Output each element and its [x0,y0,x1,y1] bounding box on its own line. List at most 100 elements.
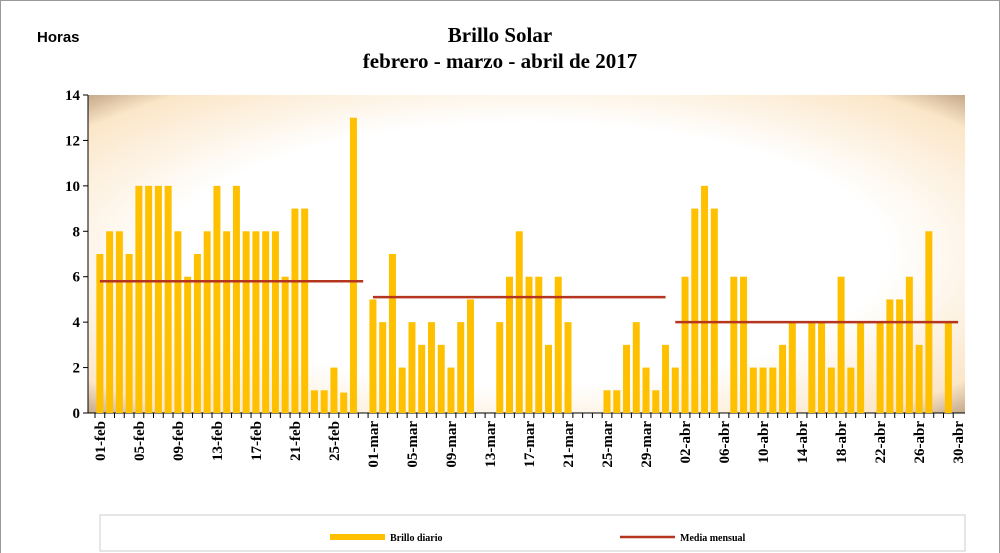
bar [857,322,865,413]
bar [145,185,153,413]
bar [408,322,416,413]
bar [418,344,426,413]
bar [818,322,826,413]
y-tick-label: 6 [73,270,81,286]
bar [154,185,162,413]
x-tick-label: 21-feb [288,421,304,461]
bar [671,367,679,413]
y-tick-label: 10 [65,179,80,195]
bar [262,231,270,413]
bar [681,276,689,413]
bar [232,185,240,413]
x-tick-label: 26-abr [912,421,928,464]
x-tick-label: 17-mar [522,421,538,468]
bar [896,299,904,413]
bar [759,367,767,413]
bar [554,276,562,413]
bar [457,322,465,413]
bar [193,254,201,413]
bar [837,276,845,413]
x-tick-label: 09-mar [444,421,460,468]
chart-subtitle: febrero - marzo - abril de 2017 [363,49,638,73]
bar [174,231,182,413]
bar [447,367,455,413]
bar [242,231,250,413]
bar [369,299,377,413]
bar [252,231,260,413]
bar [184,276,192,413]
legend-swatch [330,534,385,540]
bar [496,322,504,413]
x-tick-label: 13-feb [210,421,226,461]
bar [106,231,114,413]
x-tick-label: 13-mar [483,421,499,468]
bar [203,231,211,413]
x-tick-label: 18-abr [834,421,850,464]
y-tick-label: 12 [65,133,80,149]
bar [788,322,796,413]
bar [808,322,816,413]
bar [623,344,631,413]
bar [749,367,757,413]
bar [125,254,133,413]
x-tick-label: 02-abr [678,421,694,464]
bar [603,390,611,413]
bar [135,185,143,413]
bar [545,344,553,413]
chart-title: Brillo Solar [448,23,552,47]
legend-label: Media mensual [680,533,746,544]
bar [876,322,884,413]
y-tick-label: 2 [73,361,81,377]
bar [330,367,338,413]
bar [710,208,718,413]
bar [701,185,709,413]
y-tick-label: 14 [65,88,81,104]
bar [847,367,855,413]
bar [827,367,835,413]
bar [525,276,533,413]
y-tick-label: 8 [73,224,81,240]
bar [915,344,923,413]
x-tick-label: 01-mar [366,421,382,468]
bar [223,231,231,413]
x-tick-label: 01-feb [93,421,109,461]
bar [632,322,640,413]
bar [349,117,357,413]
x-tick-label: 14-abr [795,421,811,464]
bar [662,344,670,413]
bar [886,299,894,413]
bar [388,254,396,413]
x-tick-label: 25-mar [600,421,616,468]
bar [281,276,289,413]
x-tick-label: 22-abr [873,421,889,464]
bar [310,390,318,413]
bar [515,231,523,413]
bar [779,344,787,413]
bar [642,367,650,413]
bar [691,208,699,413]
bar [291,208,299,413]
x-tick-label: 05-feb [132,421,148,461]
bar [730,276,738,413]
bar [115,231,123,413]
legend [99,514,966,552]
x-tick-label: 25-feb [327,421,343,461]
bar [769,367,777,413]
bar [944,322,952,413]
x-tick-label: 10-abr [756,421,772,464]
bar [427,322,435,413]
bar [613,390,621,413]
bar [213,185,221,413]
y-axis-label: Horas [37,29,80,46]
x-tick-label: 09-feb [171,421,187,461]
bar [164,185,172,413]
bar [535,276,543,413]
bar [652,390,660,413]
bar [379,322,387,413]
y-tick-label: 0 [73,406,81,422]
x-tick-label: 05-mar [405,421,421,468]
bar [905,276,913,413]
bar [466,299,474,413]
x-tick-label: 06-abr [717,421,733,464]
